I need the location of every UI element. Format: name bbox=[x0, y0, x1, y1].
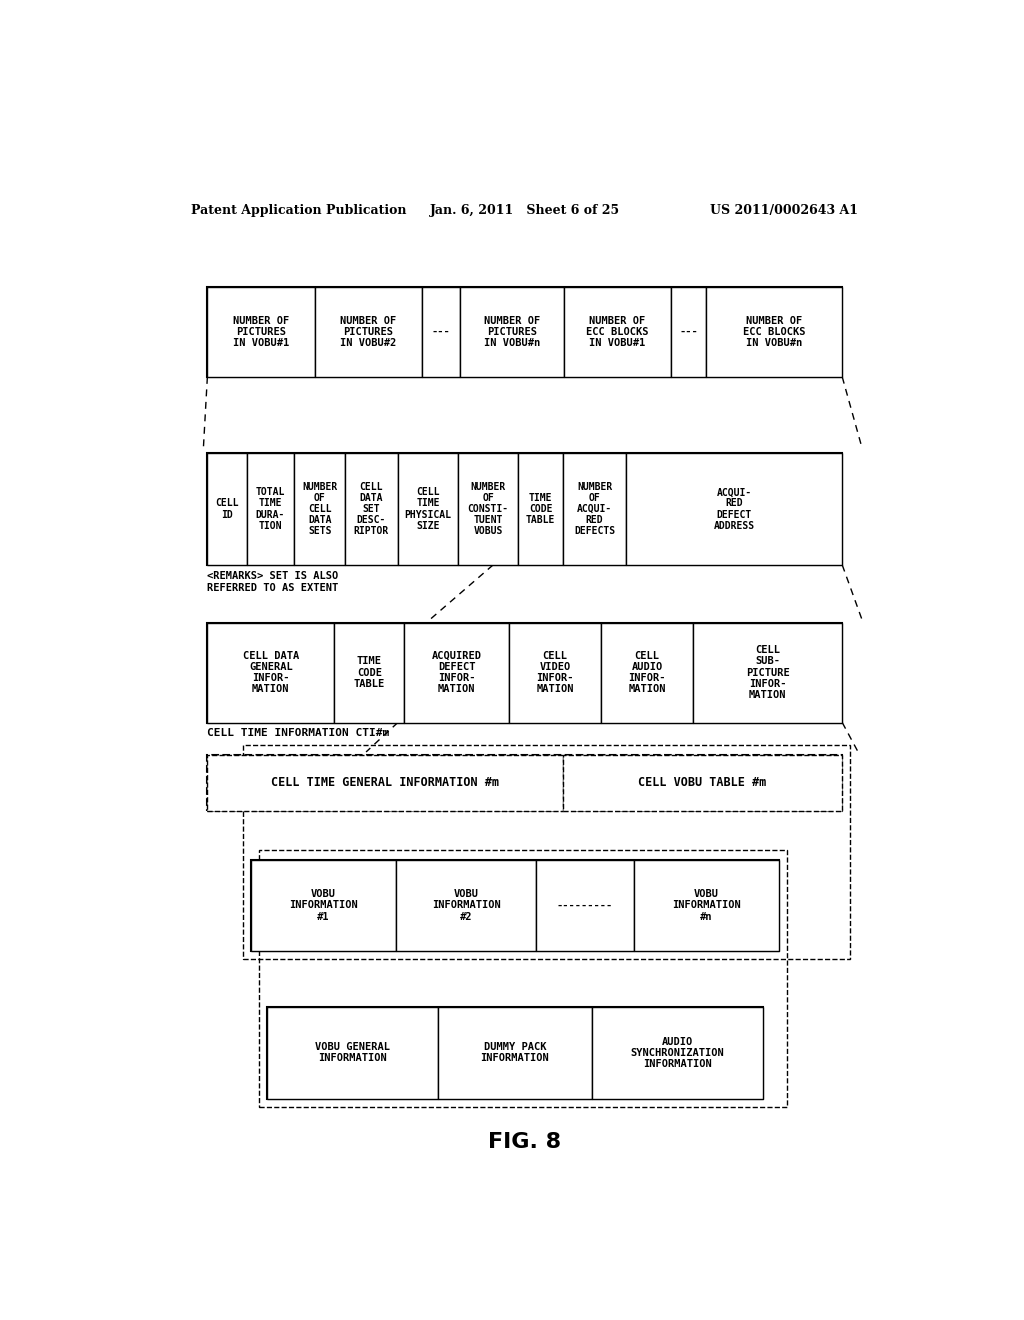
Text: CELL
TIME
PHYSICAL
SIZE: CELL TIME PHYSICAL SIZE bbox=[404, 487, 452, 531]
Text: NUMBER
OF
CELL
DATA
SETS: NUMBER OF CELL DATA SETS bbox=[302, 482, 337, 536]
Text: TIME
CODE
TABLE: TIME CODE TABLE bbox=[353, 656, 385, 689]
Bar bbox=[207, 623, 843, 722]
Text: US 2011/0002643 A1: US 2011/0002643 A1 bbox=[710, 205, 858, 216]
Bar bbox=[207, 288, 315, 378]
Bar bbox=[634, 859, 779, 952]
Text: ---: --- bbox=[432, 327, 451, 337]
Text: TIME
CODE
TABLE: TIME CODE TABLE bbox=[526, 492, 555, 525]
Bar bbox=[345, 453, 397, 565]
Text: NUMBER OF
PICTURES
IN VOBU#n: NUMBER OF PICTURES IN VOBU#n bbox=[483, 315, 540, 348]
Bar bbox=[627, 453, 842, 565]
Text: NUMBER
OF
ACQUI-
RED
DEFECTS: NUMBER OF ACQUI- RED DEFECTS bbox=[574, 482, 615, 536]
Bar bbox=[207, 453, 247, 565]
Text: CELL
SUB-
PICTURE
INFOR-
MATION: CELL SUB- PICTURE INFOR- MATION bbox=[745, 645, 790, 700]
Text: NUMBER OF
PICTURES
IN VOBU#1: NUMBER OF PICTURES IN VOBU#1 bbox=[233, 315, 290, 348]
Bar bbox=[207, 623, 334, 722]
Text: NUMBER OF
PICTURES
IN VOBU#2: NUMBER OF PICTURES IN VOBU#2 bbox=[341, 315, 396, 348]
Text: VOBU
INFORMATION
#1: VOBU INFORMATION #1 bbox=[289, 890, 358, 921]
Text: NUMBER OF
ECC BLOCKS
IN VOBU#n: NUMBER OF ECC BLOCKS IN VOBU#n bbox=[743, 315, 806, 348]
Text: NUMBER OF
ECC BLOCKS
IN VOBU#1: NUMBER OF ECC BLOCKS IN VOBU#1 bbox=[587, 315, 649, 348]
Bar bbox=[592, 1007, 763, 1098]
Bar bbox=[460, 288, 563, 378]
Bar bbox=[315, 288, 422, 378]
Bar bbox=[334, 623, 404, 722]
Text: CELL TIME INFORMATION CTI#m: CELL TIME INFORMATION CTI#m bbox=[207, 727, 389, 738]
Text: CELL
DATA
SET
DESC-
RIPTOR: CELL DATA SET DESC- RIPTOR bbox=[354, 482, 389, 536]
Text: DUMMY PACK
INFORMATION: DUMMY PACK INFORMATION bbox=[480, 1043, 549, 1064]
Text: CELL DATA
GENERAL
INFOR-
MATION: CELL DATA GENERAL INFOR- MATION bbox=[243, 651, 299, 694]
Bar bbox=[536, 859, 634, 952]
Bar bbox=[458, 453, 518, 565]
Text: ACQUIRED
DEFECT
INFOR-
MATION: ACQUIRED DEFECT INFOR- MATION bbox=[431, 651, 481, 694]
Bar bbox=[693, 623, 843, 722]
Text: ACQUI-
RED
DEFECT
ADDRESS: ACQUI- RED DEFECT ADDRESS bbox=[714, 487, 755, 531]
Bar bbox=[251, 859, 778, 952]
Text: VOBU GENERAL
INFORMATION: VOBU GENERAL INFORMATION bbox=[315, 1043, 390, 1064]
Bar bbox=[422, 288, 460, 378]
Bar bbox=[207, 453, 843, 565]
Bar bbox=[247, 453, 294, 565]
Text: <REMARKS> SET IS ALSO
REFERRED TO AS EXTENT: <REMARKS> SET IS ALSO REFERRED TO AS EXT… bbox=[207, 572, 339, 594]
Bar bbox=[404, 623, 509, 722]
Bar bbox=[251, 859, 396, 952]
Text: CELL
VIDEO
INFOR-
MATION: CELL VIDEO INFOR- MATION bbox=[537, 651, 573, 694]
Bar bbox=[259, 850, 786, 1106]
Bar bbox=[267, 1007, 763, 1098]
Text: CELL
ID: CELL ID bbox=[215, 499, 239, 520]
Bar bbox=[563, 288, 672, 378]
Text: FIG. 8: FIG. 8 bbox=[488, 1133, 561, 1152]
Text: ---------: --------- bbox=[557, 900, 613, 911]
Bar bbox=[396, 859, 536, 952]
Text: Jan. 6, 2011   Sheet 6 of 25: Jan. 6, 2011 Sheet 6 of 25 bbox=[430, 205, 620, 216]
Bar bbox=[601, 623, 693, 722]
Text: VOBU
INFORMATION
#2: VOBU INFORMATION #2 bbox=[432, 890, 501, 921]
Text: ---: --- bbox=[680, 327, 698, 337]
Bar bbox=[672, 288, 707, 378]
Bar bbox=[207, 755, 563, 810]
Text: AUDIO
SYNCHRONIZATION
INFORMATION: AUDIO SYNCHRONIZATION INFORMATION bbox=[631, 1036, 724, 1069]
Bar bbox=[267, 1007, 438, 1098]
Bar bbox=[563, 755, 843, 810]
Bar bbox=[438, 1007, 592, 1098]
Bar bbox=[518, 453, 563, 565]
Bar bbox=[563, 453, 627, 565]
Text: VOBU
INFORMATION
#n: VOBU INFORMATION #n bbox=[672, 890, 740, 921]
Text: Patent Application Publication: Patent Application Publication bbox=[191, 205, 407, 216]
Text: CELL TIME GENERAL INFORMATION #m: CELL TIME GENERAL INFORMATION #m bbox=[271, 776, 499, 789]
Text: CELL VOBU TABLE #m: CELL VOBU TABLE #m bbox=[638, 776, 767, 789]
Bar bbox=[207, 755, 843, 810]
Bar bbox=[207, 288, 843, 378]
Bar bbox=[243, 744, 850, 960]
Text: CELL
AUDIO
INFOR-
MATION: CELL AUDIO INFOR- MATION bbox=[629, 651, 666, 694]
Text: NUMBER
OF
CONSTI-
TUENT
VOBUS: NUMBER OF CONSTI- TUENT VOBUS bbox=[468, 482, 509, 536]
Bar bbox=[509, 623, 601, 722]
Text: TOTAL
TIME
DURA-
TION: TOTAL TIME DURA- TION bbox=[256, 487, 286, 531]
Bar bbox=[707, 288, 842, 378]
Bar bbox=[397, 453, 458, 565]
Bar bbox=[294, 453, 345, 565]
